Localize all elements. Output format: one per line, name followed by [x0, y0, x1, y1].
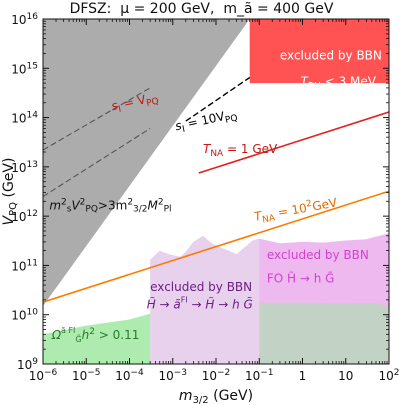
x-tick-label: 1	[299, 369, 307, 383]
label-fo-chain: FO H̃ → h G̃	[267, 271, 335, 285]
x-tick-label: 10−4	[115, 368, 144, 383]
label-trh: TRH < 3 MeV	[301, 74, 377, 91]
x-tick-label: 102	[378, 368, 399, 383]
x-tick-label: 10−3	[158, 368, 187, 383]
frame-layer	[42, 18, 390, 365]
series-line-4	[43, 87, 151, 151]
label-omega: Ωã FIG̃h2 > 0.11	[51, 326, 140, 344]
red-bbn-region	[249, 19, 389, 84]
regions-layer	[43, 19, 389, 364]
x-tick-label: 10−5	[72, 368, 101, 383]
label-bbn-fi: excluded by BBN	[150, 280, 252, 294]
y-tick-label: 1010	[11, 308, 38, 323]
series-line-2	[43, 190, 389, 303]
label-tna-100: TNA = 102GeV	[253, 194, 339, 226]
y-tick-label: 1013	[11, 160, 38, 175]
lines-layer	[43, 76, 389, 303]
label-si-10vpq: sI = 10VPQ	[174, 107, 239, 137]
x-tick-label: 10−1	[245, 368, 274, 383]
series-line-1	[198, 111, 389, 174]
gray-excluded-region	[43, 19, 250, 306]
x-tick-label: 10−2	[202, 368, 231, 383]
violet-bbn-region-1	[150, 235, 260, 364]
y-tick-label: 1012	[11, 209, 38, 224]
y-axis-label: VPQ (GeV)	[1, 158, 19, 226]
y-tick-label: 1014	[11, 111, 38, 126]
label-si-vpq: sI = VPQ	[110, 90, 160, 116]
label-tna-1: TNA = 1 GeV	[203, 142, 278, 159]
label-bound: m2sV2PQ>3m23/2M2Pl	[49, 198, 171, 215]
x-tick-label: 10−6	[29, 368, 58, 383]
y-tick-label: 109	[17, 357, 38, 372]
series-line-3	[185, 76, 251, 122]
x-axis-label: m3/2 (GeV)	[179, 388, 253, 405]
series-line-5	[43, 128, 151, 197]
label-fi-chain: H̃ → ãFI → H̃ → h G̃	[147, 295, 253, 311]
green-omega-region	[43, 313, 151, 364]
label-bbn-top: excluded by BBN	[280, 49, 382, 63]
y-tick-label: 1011	[11, 258, 38, 273]
y-tick-label: 1015	[11, 61, 38, 76]
label-bbn-fo: excluded by BBN	[267, 248, 369, 262]
green-region-right	[259, 302, 389, 364]
chart-title: DFSZ: μ = 200 GeV, m_ã = 400 GeV	[69, 1, 334, 17]
x-tick-label: 10	[338, 369, 353, 383]
y-tick-label: 1016	[11, 12, 38, 27]
